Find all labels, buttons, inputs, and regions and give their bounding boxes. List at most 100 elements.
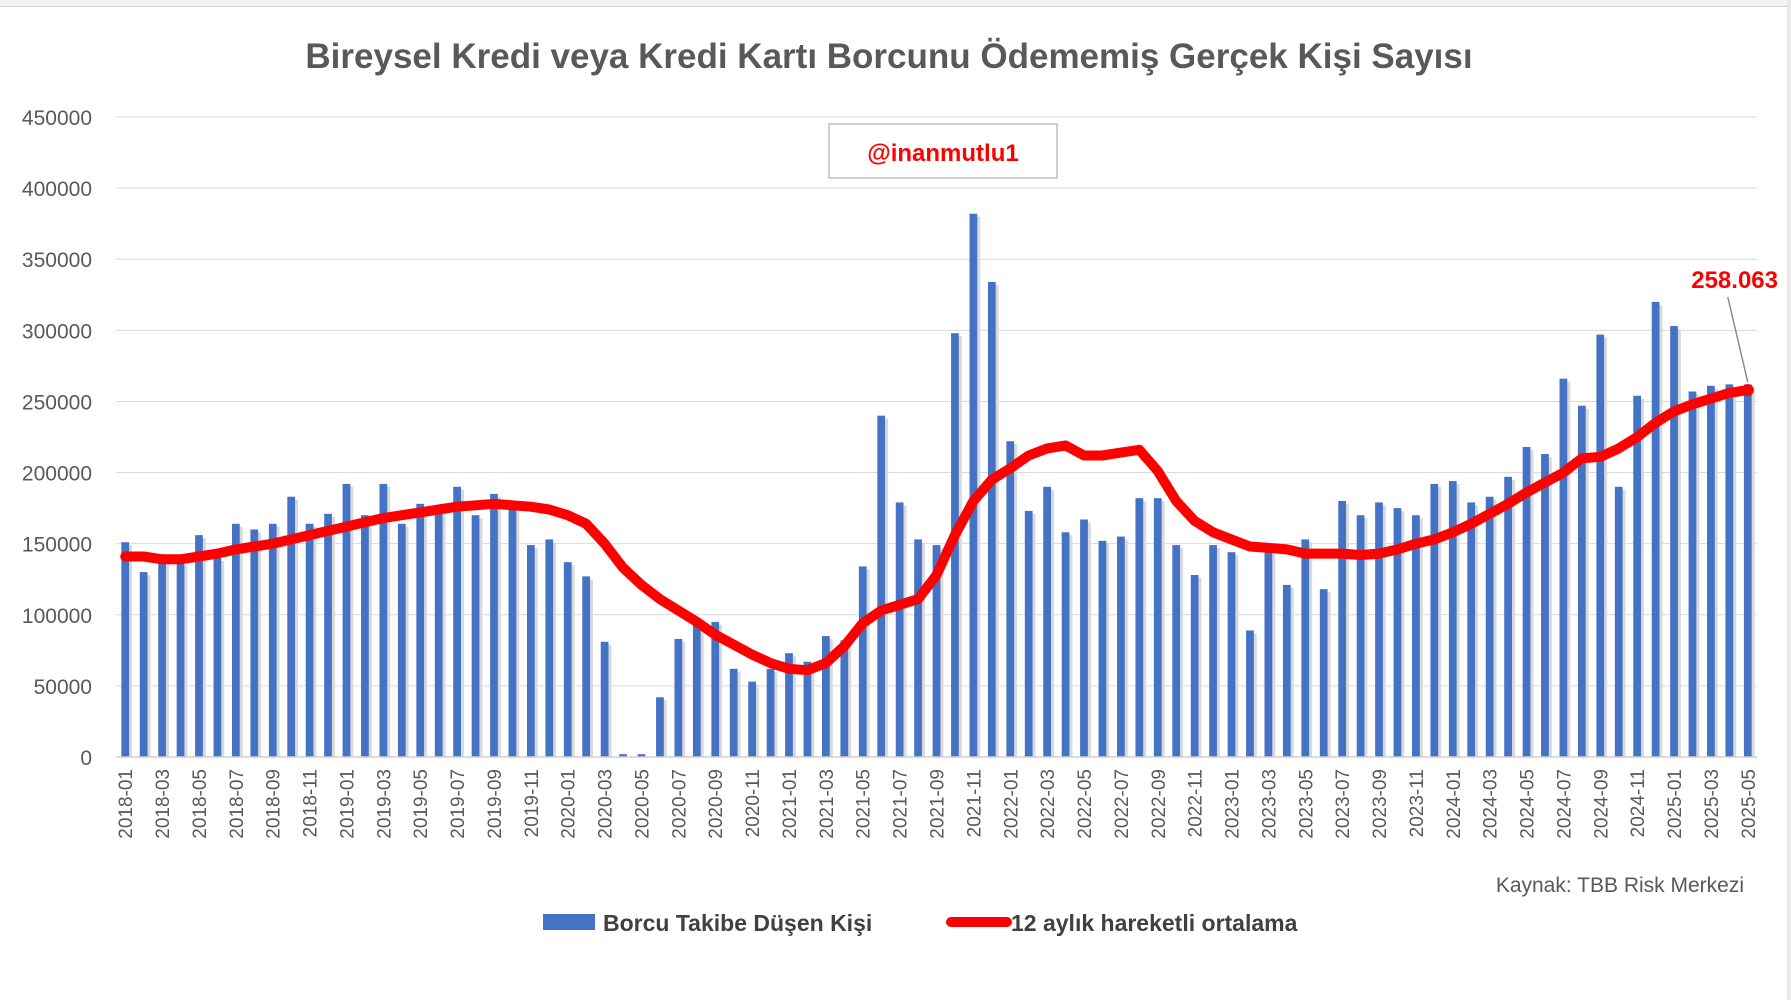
bar [582,576,591,757]
last-value-leader-line [1727,296,1749,383]
bar [268,523,277,757]
bar [1024,510,1033,757]
bar [858,566,867,757]
bar [1227,552,1236,757]
bar [711,621,720,757]
bar [729,668,738,757]
x-tick-label: 2023-05 [1296,769,1317,839]
y-tick-label: 150000 [22,534,92,557]
bar [305,523,314,757]
bar [748,681,756,757]
legend-line-label: 12 aylık hareketli ortalama [1011,910,1298,936]
x-tick-label: 2019-07 [448,769,469,839]
bar [1246,630,1254,757]
bar [1282,584,1291,757]
bar [600,641,609,757]
bar [1522,446,1531,757]
y-tick-label: 250000 [22,391,92,414]
bar [158,560,166,757]
bar [1135,498,1144,757]
x-tick-label: 2023-07 [1333,769,1354,839]
bar [692,619,701,757]
x-tick-label: 2022-01 [1001,769,1022,839]
bar [545,539,554,757]
bar [1209,545,1217,757]
source-note: Kaynak: TBB Risk Merkezi [1496,874,1744,897]
bar [1559,378,1568,757]
bar [453,486,461,757]
bar [1725,384,1734,757]
bar [176,562,185,757]
x-tick-label: 2021-09 [928,769,949,839]
x-tick-label: 2025-01 [1665,769,1686,839]
bar [1153,498,1162,757]
legend-bar-swatch [543,914,595,930]
x-tick-label: 2021-03 [817,769,838,839]
watermark-box: @inanmutlu1 [828,123,1058,179]
bar [1743,384,1752,757]
bar [1614,486,1623,757]
bar [1670,326,1678,757]
bar [1633,395,1642,757]
bar [895,502,904,757]
bar [1448,481,1457,757]
x-tick-label: 2019-01 [337,769,358,839]
bar [1190,574,1199,757]
legend: Borcu Takibe Düşen Kişi 12 aylık hareket… [543,910,1298,936]
x-tick-label: 2021-05 [854,769,875,839]
bar [361,515,369,757]
bar [1485,496,1494,757]
bar [1264,549,1273,757]
bar [1080,519,1088,757]
bar [674,638,683,757]
bar [877,415,886,757]
bar [987,281,996,757]
x-tick-label: 2022-11 [1186,769,1207,837]
bar [1117,536,1125,757]
bar [1467,502,1476,757]
bar [287,496,296,757]
x-tick-label: 2024-03 [1481,769,1502,839]
bar [1043,486,1052,757]
bar [656,697,664,757]
x-tick-label: 2023-01 [1223,769,1244,839]
legend-bar-label: Borcu Takibe Düşen Kişi [603,910,872,936]
x-tick-label: 2022-07 [1112,769,1133,839]
bar [932,545,941,757]
x-tick-label: 2025-03 [1702,769,1723,839]
x-tick-label: 2019-03 [374,769,395,839]
bar [416,503,425,757]
x-axis-ticks: 2018-01 2018-03 2018-05 2018-07 2018-09 2018-… [116,769,1760,839]
bar [1338,501,1347,757]
bar [231,523,240,757]
bar [803,661,812,757]
x-tick-label: 2019-05 [411,769,432,839]
bar [1412,515,1420,757]
bar [840,640,849,757]
moving-average-last-point [1741,384,1754,397]
x-tick-label: 2018-03 [153,769,174,839]
x-tick-label: 2022-05 [1075,769,1096,839]
bar [508,501,517,757]
x-tick-label: 2023-11 [1407,769,1428,837]
x-tick-label: 2021-11 [964,769,985,837]
y-axis-ticks: 0 50000 100000 150000 200000 250000 300000 3500… [22,107,92,770]
y-tick-label: 350000 [22,249,92,272]
y-tick-label: 450000 [22,107,92,130]
bar [766,668,775,757]
bar [1319,589,1328,757]
bar [250,529,259,757]
last-value-label: 258.063 [1691,267,1778,294]
bar [121,542,130,757]
bar-series [121,213,1755,757]
bar [785,653,793,757]
bar [1375,502,1383,757]
bar [1430,483,1439,757]
bar [1006,441,1015,757]
bar [397,523,406,757]
bar [1707,385,1715,757]
x-tick-label: 2020-11 [743,769,764,837]
bar [1504,476,1512,757]
y-tick-label: 50000 [34,676,92,699]
